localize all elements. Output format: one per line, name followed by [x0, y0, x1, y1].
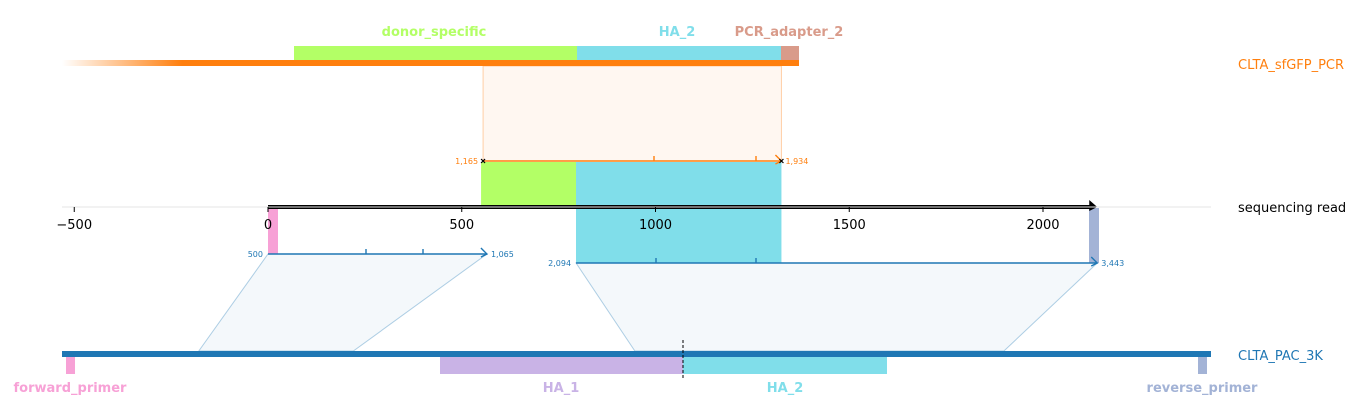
- track-name-top: CLTA_sfGFP_PCR: [1238, 58, 1344, 73]
- x-tick-label: −500: [56, 218, 92, 233]
- sequencing-read-arrowhead: [1089, 200, 1098, 211]
- x-tick-label: 0: [264, 218, 272, 233]
- bottom-feature-label: HA_1: [543, 381, 580, 396]
- sfgfp-track: [182, 60, 799, 66]
- top-feature-label: PCR_adapter_2: [735, 25, 844, 40]
- pac-track: [62, 351, 1211, 357]
- top-feature-donor_specific: [294, 46, 577, 62]
- alignment-0-endmark-1: [779, 158, 784, 164]
- alignment-2-arrowhead: [1090, 256, 1099, 267]
- alignment-1-end-label: 1,065: [491, 250, 514, 259]
- read-feature-forward-primer: [268, 208, 278, 254]
- x-tick-label: 1000: [639, 218, 672, 233]
- bottom-feature-label: reverse_primer: [1147, 381, 1259, 396]
- read-feature-ha2-bottom: [576, 208, 782, 263]
- read-feature-reverse-primer: [1089, 208, 1099, 263]
- alignment-1-start-label: 500: [248, 250, 263, 259]
- x-tick-label: 2000: [1026, 218, 1059, 233]
- alignment-0-endmark-0: [480, 158, 486, 164]
- track-name-bottom: CLTA_PAC_3K: [1238, 349, 1323, 364]
- track-name-read: sequencing read: [1238, 201, 1346, 216]
- alignment-2-start-label: 2,094: [548, 259, 571, 268]
- alignment-bands: [197, 65, 1099, 352]
- alignment-2-end-label: 3,443: [1101, 259, 1124, 268]
- x-tick-label: 1500: [833, 218, 866, 233]
- band-bottom-alignment-2: [575, 262, 1099, 352]
- read-feature-ha2-top: [576, 162, 782, 207]
- text-labels: −500 0 500 1000 1500 2000 1,165 1,934 500 1,065 2,…: [14, 25, 1347, 396]
- bottom-feature-label: forward_primer: [14, 381, 128, 396]
- x-tick-label: 500: [449, 218, 474, 233]
- alignment-0-start-label: 1,165: [455, 157, 478, 166]
- alignment-1-arrowhead: [480, 247, 489, 258]
- top-feature-PCR_adapter_2: [781, 46, 799, 62]
- sfgfp-track-fade: [62, 60, 182, 66]
- bottom-feature-label: HA_2: [767, 381, 804, 396]
- x-axis: [62, 206, 1211, 212]
- bottom-feature-HA_1: [440, 357, 683, 374]
- feature-rects: [66, 46, 1207, 374]
- band-bottom-alignment-1: [197, 253, 489, 352]
- bottom-feature-HA_2: [683, 357, 887, 374]
- band-top-alignment: [482, 65, 782, 162]
- bottom-feature-reverse_primer: [1198, 357, 1207, 374]
- top-feature-label: HA_2: [659, 25, 696, 40]
- bottom-feature-forward_primer: [66, 357, 75, 374]
- read-feature-donor-specific: [481, 162, 578, 207]
- alignment-0-end-label: 1,934: [785, 157, 808, 166]
- alignment-arrows: [268, 154, 1099, 267]
- top-feature-label: donor_specific: [382, 25, 487, 40]
- top-feature-HA_2: [577, 46, 781, 62]
